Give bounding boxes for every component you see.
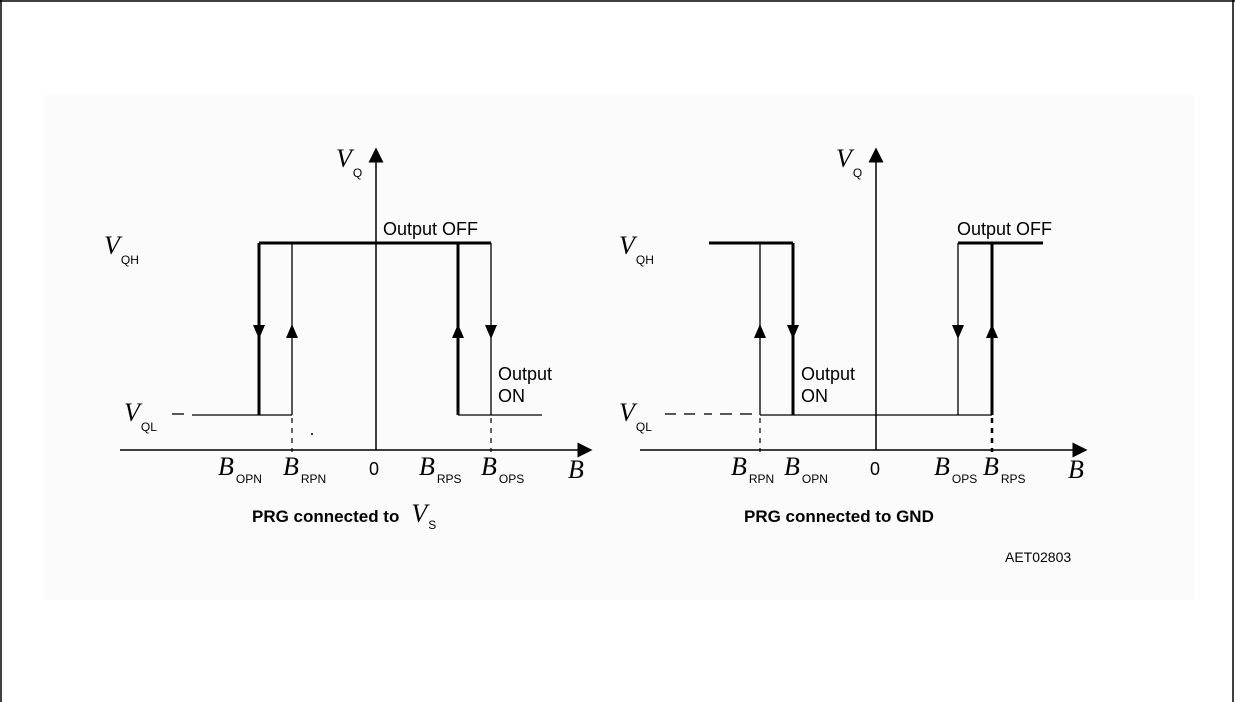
figure-code: AET02803 bbox=[1005, 549, 1071, 565]
right-tick-brps: B RPS bbox=[983, 452, 1026, 486]
left-b-axis-label: B bbox=[568, 455, 584, 484]
right-vq-axis-label: VQ bbox=[836, 144, 862, 180]
right-arrow-down-bops bbox=[952, 325, 964, 339]
left-vq-axis-label: VQ bbox=[336, 144, 362, 180]
right-tick-bopn: B OPN bbox=[784, 452, 828, 486]
right-b-axis-label: B bbox=[1068, 455, 1084, 484]
right-output-on-label-line1: Output bbox=[801, 364, 855, 384]
right-tick-zero: 0 bbox=[870, 459, 880, 479]
left-arrow-up-brpn bbox=[286, 324, 298, 338]
left-arrow-down-bops bbox=[485, 325, 497, 339]
left-tick-zero: 0 bbox=[369, 459, 379, 479]
left-tick-brps: B RPS bbox=[419, 452, 462, 486]
left-arrow-down-bopn bbox=[253, 325, 265, 339]
right-diagram: VQ VQH VQL Output OFF Output ON B RPN B OP… bbox=[619, 144, 1088, 526]
right-tick-bops: B OPS bbox=[934, 452, 977, 486]
right-output-on-label-line2: ON bbox=[801, 386, 828, 406]
right-arrow-down-bopn bbox=[787, 325, 799, 339]
left-output-on-label-line1: Output bbox=[498, 364, 552, 384]
left-vqh-label: VQH bbox=[104, 231, 139, 267]
left-diagram: VQ VQH VQL Output OFF Output ON B OPN B RP… bbox=[104, 144, 593, 532]
right-caption: PRG connected to GND bbox=[744, 507, 934, 526]
right-output-off-label: Output OFF bbox=[957, 219, 1052, 239]
left-tick-brpn: B RPN bbox=[283, 452, 326, 486]
right-arrow-up-brps bbox=[986, 324, 998, 338]
figure-panel bbox=[44, 95, 1194, 600]
left-output-on-label-line2: ON bbox=[498, 386, 525, 406]
right-vqh-label: VQH bbox=[619, 231, 654, 267]
left-tick-bopn: B OPN bbox=[218, 452, 262, 486]
left-vql-label: VQL bbox=[124, 398, 157, 434]
right-vql-label: VQL bbox=[619, 398, 652, 434]
right-arrow-up-brpn bbox=[754, 324, 766, 338]
left-tick-bops: B OPS bbox=[481, 452, 524, 486]
left-caption: PRG connected to VS bbox=[252, 499, 436, 532]
right-tick-brpn: B RPN bbox=[731, 452, 774, 486]
left-arrow-up-brps bbox=[452, 324, 464, 338]
left-output-off-label: Output OFF bbox=[383, 219, 478, 239]
left-stray-dot bbox=[311, 433, 313, 435]
